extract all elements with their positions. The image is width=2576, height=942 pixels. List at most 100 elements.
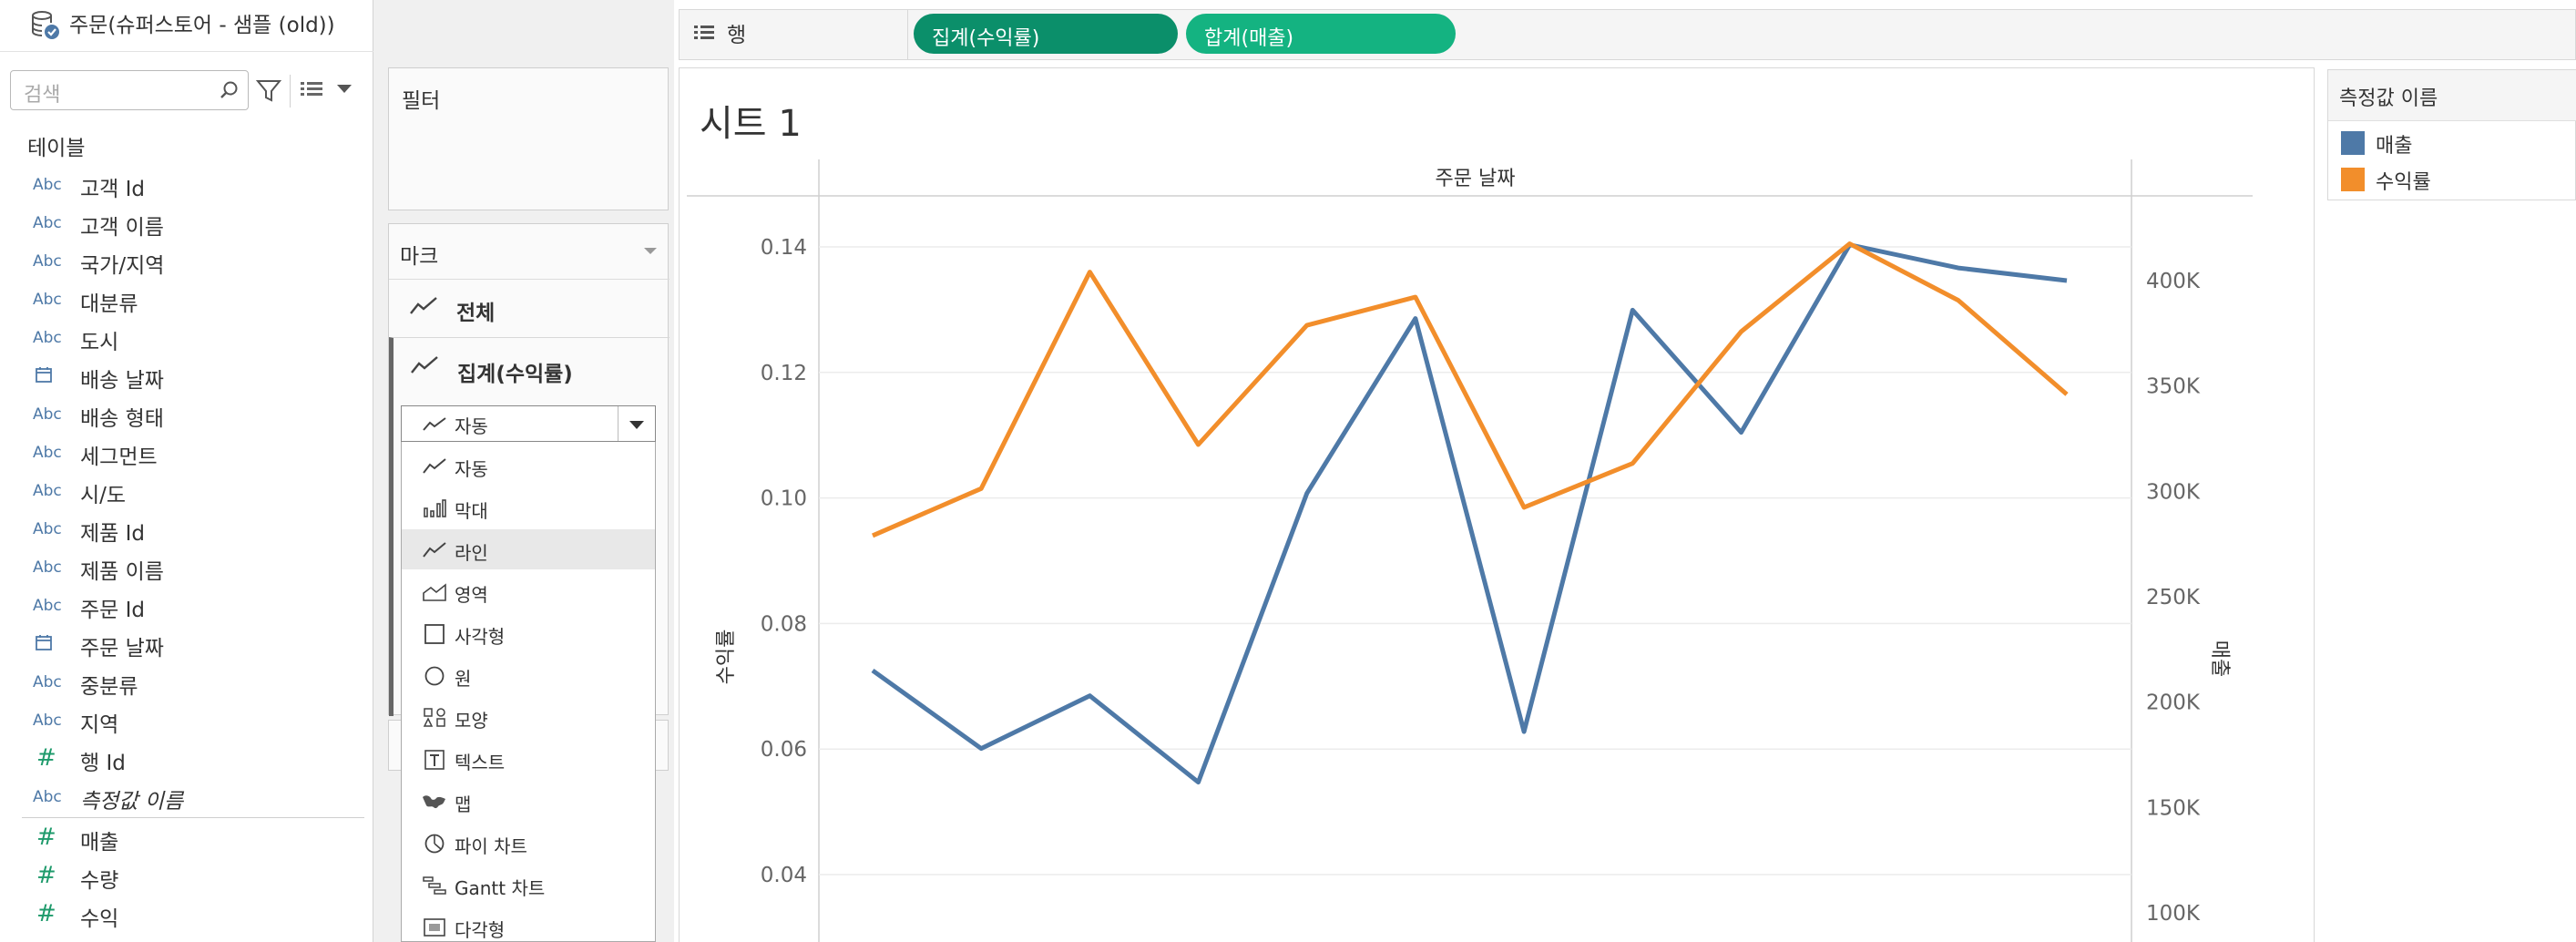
mark-type-option[interactable]: 텍스트: [402, 739, 655, 779]
data-pane: 주문(슈퍼스토어 - 샘플 (old)) 검색 테이블 Abc 고객 Id Abc 고…: [0, 0, 373, 942]
line-mark-icon: [410, 297, 437, 314]
series-line-sales: [871, 242, 2068, 785]
mark-type-option[interactable]: 원: [402, 655, 655, 695]
toolbar-separator: [290, 75, 291, 108]
field-item[interactable]: Abc 배송 형태: [0, 396, 368, 435]
mark-type-option[interactable]: 자동: [402, 445, 655, 486]
field-name: 제품 이름: [80, 560, 164, 584]
mark-type-option[interactable]: 막대: [402, 487, 655, 527]
mark-type-option[interactable]: 사각형: [402, 613, 655, 653]
pill-sum-sales[interactable]: 합계(매출): [1186, 14, 1456, 54]
number-type-icon: #: [36, 862, 56, 889]
field-item[interactable]: Abc 고객 이름: [0, 205, 368, 243]
divider: [389, 279, 670, 280]
circle-icon: [424, 666, 445, 686]
view-options-chevron-down-icon[interactable]: [337, 85, 352, 93]
field-item[interactable]: Abc 제품 이름: [0, 549, 368, 588]
field-item[interactable]: 주문 날짜: [0, 626, 368, 664]
field-name: 지역: [80, 713, 119, 737]
datasource-name[interactable]: 주문(슈퍼스토어 - 샘플 (old)): [69, 14, 335, 37]
field-item[interactable]: 배송 날짜: [0, 358, 368, 396]
field-item[interactable]: Abc 측정값 이름: [0, 779, 368, 817]
field-name: 도시: [80, 331, 119, 354]
mark-type-option[interactable]: 다각형: [402, 906, 655, 941]
mark-type-option[interactable]: 파이 차트: [402, 823, 655, 863]
left-axis-tick-label: 0.08: [761, 612, 807, 636]
mark-type-option-label: 막대: [455, 500, 488, 522]
worksheet-view: 시트 1 주문 날짜 0.14 0.12 0.10 0.08 0.06 0.04 400K 35…: [679, 67, 2315, 942]
field-item[interactable]: Abc 대분류: [0, 282, 368, 320]
string-type-icon: Abc: [33, 444, 62, 462]
field-name: 배송 형태: [80, 407, 164, 431]
area-icon: [423, 583, 446, 601]
search-icon[interactable]: [219, 79, 240, 101]
mark-type-dropdown[interactable]: 자동: [401, 405, 656, 442]
pill-profit-ratio[interactable]: 집계(수익률): [914, 14, 1178, 54]
mark-type-option[interactable]: 맵: [402, 781, 655, 821]
field-item[interactable]: # 매출: [0, 820, 368, 858]
filter-icon[interactable]: [255, 77, 282, 104]
mark-type-option-label: 다각형: [455, 919, 506, 941]
filters-card-title: 필터: [402, 89, 441, 113]
legend-item[interactable]: 수익률: [2336, 161, 2574, 196]
field-item[interactable]: # 수량: [0, 858, 368, 896]
right-axis-tick-label: 250K: [2146, 586, 2201, 609]
right-axis-tick-label: 100K: [2146, 902, 2201, 926]
string-type-icon: Abc: [33, 405, 62, 424]
field-name: 고객 Id: [80, 178, 146, 201]
sheet-title[interactable]: 시트 1: [700, 103, 802, 145]
right-axis-tick-label: 150K: [2146, 796, 2201, 820]
filters-card[interactable]: 필터: [388, 67, 669, 210]
right-axis-tick-label: 300K: [2146, 480, 2201, 504]
marks-tab-all[interactable]: 전체: [389, 281, 670, 333]
marks-tab-profit-ratio[interactable]: 집계(수익률): [389, 337, 670, 395]
divider: [0, 51, 373, 52]
field-name: 중분류: [80, 675, 138, 699]
mark-type-option[interactable]: 모양: [402, 697, 655, 737]
mark-type-option[interactable]: Gantt 차트: [402, 865, 655, 905]
mark-type-option-label: 영역: [455, 584, 488, 606]
gantt-icon: [423, 876, 446, 895]
legend-swatch: [2341, 131, 2365, 155]
string-type-icon: Abc: [33, 673, 62, 691]
number-type-icon: #: [36, 900, 56, 927]
field-item[interactable]: Abc 고객 Id: [0, 167, 368, 205]
field-item[interactable]: Abc 지역: [0, 702, 368, 741]
field-item[interactable]: Abc 도시: [0, 320, 368, 358]
field-item[interactable]: Abc 제품 Id: [0, 511, 368, 549]
mark-type-option[interactable]: 영역: [402, 571, 655, 611]
text-icon: [424, 750, 445, 770]
polygon-icon: [424, 918, 445, 937]
field-item[interactable]: # 행 Id: [0, 741, 368, 779]
field-item[interactable]: Abc 국가/지역: [0, 243, 368, 282]
field-item[interactable]: Abc 주문 Id: [0, 588, 368, 626]
left-axis-tick-label: 0.14: [761, 236, 807, 260]
view-list-icon[interactable]: [299, 78, 324, 102]
marks-tab-profit-ratio-label: 집계(수익률): [457, 363, 573, 386]
color-legend[interactable]: 측정값 이름 매출 수익률: [2327, 69, 2576, 200]
field-item[interactable]: # 수익: [0, 896, 368, 935]
field-item[interactable]: Abc 세그먼트: [0, 435, 368, 473]
rows-shelf[interactable]: 행 집계(수익률) 합계(매출): [679, 9, 2576, 60]
left-axis-tick-label: 0.04: [761, 864, 807, 887]
marks-chevron-down-icon[interactable]: [644, 248, 657, 254]
mark-type-option[interactable]: 라인: [402, 529, 655, 569]
string-type-icon: Abc: [33, 329, 62, 347]
field-item[interactable]: Abc 시/도: [0, 473, 368, 511]
field-item[interactable]: Abc 중분류: [0, 664, 368, 702]
field-name: 측정값 이름: [80, 790, 184, 814]
line-mark-icon: [411, 356, 438, 374]
line-icon: [423, 542, 446, 558]
mark-type-option-label: 맵: [455, 794, 472, 815]
x-axis-title: 주문 날짜: [1436, 168, 1516, 190]
legend-item[interactable]: 매출: [2336, 125, 2574, 159]
field-name: 매출: [80, 831, 119, 855]
field-search-input[interactable]: 검색: [10, 70, 249, 110]
string-type-icon: Abc: [33, 788, 62, 806]
rows-icon: [694, 26, 714, 39]
shelf-separator: [907, 10, 908, 59]
mark-type-option-label: 라인: [455, 542, 488, 564]
datasource-icon: [29, 9, 62, 42]
chevron-down-icon[interactable]: [629, 421, 644, 429]
